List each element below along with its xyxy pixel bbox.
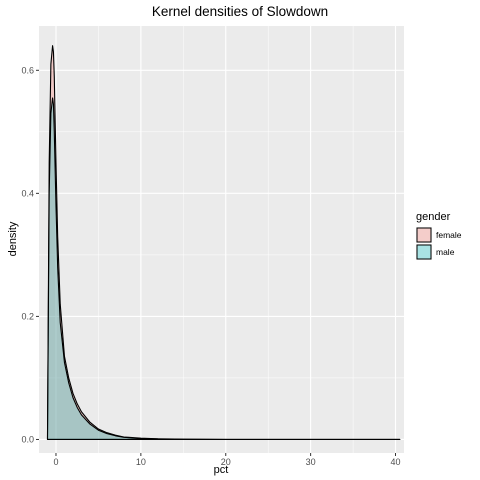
legend-title: gender [416,211,451,223]
chart-title: Kernel densities of Slowdown [152,4,328,19]
legend-key-male [416,244,432,260]
x-axis: 0 10 20 30 40 [53,453,401,467]
legend-key-female [416,227,432,243]
x-tick-label: 0 [53,457,58,467]
y-tick-label: 0.4 [21,188,34,198]
legend-label-female: female [436,230,462,240]
legend: gender female male [416,211,462,260]
y-axis-title: density [7,221,19,256]
y-tick-label: 0.2 [21,311,34,321]
y-tick-label: 0.6 [21,65,34,75]
density-areas [46,45,401,441]
x-tick-label: 10 [136,457,146,467]
density-area-male [46,97,401,441]
plot-panel [39,26,404,453]
y-tick-label: 0.0 [21,434,34,444]
legend-label-male: male [436,247,455,257]
x-tick-label: 40 [391,457,401,467]
y-axis: 0.0 0.2 0.4 0.6 [21,65,39,444]
legend-key-bg [416,244,432,260]
x-tick-label: 20 [221,457,231,467]
x-axis-title: pct [214,464,229,476]
legend-key-bg [416,227,432,243]
x-tick-label: 30 [306,457,316,467]
minor-grid [39,26,404,453]
